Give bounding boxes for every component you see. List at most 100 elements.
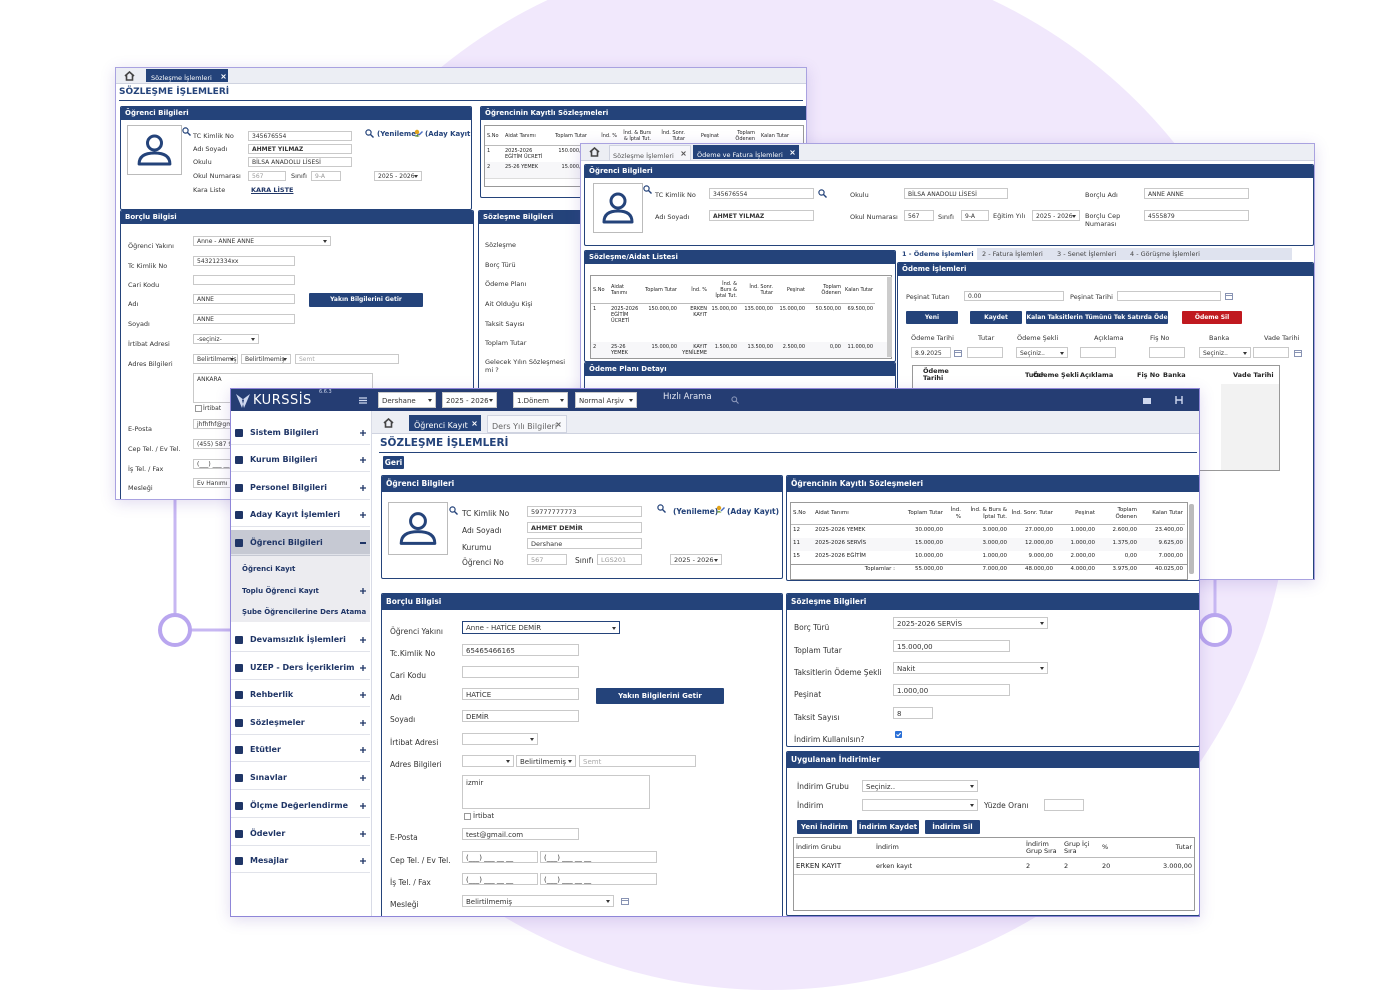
input[interactable]: BİLSA ANADOLU LİSESİ	[904, 188, 1008, 199]
tab[interactable]: 3 - Senet İşlemleri	[1057, 250, 1117, 258]
input[interactable]: Semt	[295, 354, 399, 364]
tab[interactable]: 2 - Fatura İşlemleri	[982, 250, 1043, 258]
tab[interactable]: 4 - Görüşme İşlemleri	[1130, 250, 1200, 258]
submenu-item[interactable]: Toplu Öğrenci Kayıt	[242, 587, 319, 595]
input[interactable]: ANNE ANNE	[1144, 188, 1249, 199]
input[interactable]: BİLSA ANADOLU LİSESİ	[248, 157, 352, 167]
input[interactable]: (___) ___ __ __	[540, 873, 657, 885]
input[interactable]: 8.9.2025	[911, 347, 951, 358]
button[interactable]: Yeni	[906, 311, 958, 324]
input[interactable]: (___) ___ __ __	[462, 851, 538, 863]
select[interactable]	[462, 755, 514, 767]
input[interactable]: 8	[893, 707, 933, 719]
input[interactable]: 9-A	[311, 171, 341, 181]
select[interactable]: Anne - HATİCE DEMİR	[462, 621, 620, 634]
input[interactable]	[1044, 799, 1084, 811]
select[interactable]: Belirtilmemiş	[193, 354, 238, 364]
input[interactable]: 59777777773	[527, 506, 642, 517]
menu-item[interactable]: Sistem Bilgileri	[250, 428, 319, 437]
input[interactable]	[1253, 347, 1289, 358]
select[interactable]: Seçiniz..	[862, 780, 978, 792]
input[interactable]: 567	[527, 554, 567, 565]
select[interactable]: Belirtilmemiş	[462, 895, 614, 907]
input[interactable]: 9-A	[961, 210, 989, 221]
tab[interactable]: 1 - Ödeme İşlemleri	[899, 248, 977, 260]
select[interactable]: Normal Arşiv	[575, 392, 637, 408]
input[interactable]: DEMİR	[462, 710, 579, 722]
tab[interactable]: Öğrenci Kayıt	[409, 415, 481, 431]
input[interactable]	[1117, 291, 1221, 301]
select[interactable]: 2025 - 2026	[374, 171, 422, 181]
input[interactable]: 567	[248, 171, 286, 181]
input[interactable]: 4555879	[1144, 210, 1249, 221]
input[interactable]: Semt	[579, 755, 696, 767]
select[interactable]: -seçiniz-	[193, 334, 259, 344]
menu-item[interactable]: Sınavlar	[250, 773, 287, 782]
button[interactable]: Yeni İndirim	[797, 820, 852, 834]
select[interactable]: Seçiniz..	[1016, 347, 1068, 358]
select[interactable]: 2025-2026 SERVİS	[893, 617, 1048, 629]
button[interactable]: Yakın Bilgilerini Getir	[596, 688, 724, 704]
tab[interactable]: Ödeme ve Fatura İşlemleri	[693, 145, 799, 159]
select[interactable]	[862, 799, 978, 811]
select[interactable]: 2025 - 2026	[1032, 210, 1080, 221]
input[interactable]: LGS201	[597, 554, 642, 565]
input[interactable]: ANNE	[193, 294, 295, 304]
input[interactable]	[1080, 347, 1116, 358]
input[interactable]: AHMET YILMAZ	[248, 144, 352, 154]
menu-item[interactable]: Kurum Bilgileri	[250, 455, 318, 464]
select[interactable]: Anne - ANNE ANNE	[193, 236, 331, 246]
menu-item[interactable]: Rehberlik	[250, 690, 294, 699]
input[interactable]: AHMET DEMİR	[527, 522, 642, 533]
select[interactable]: 2025 - 2026	[670, 554, 722, 565]
submenu-item[interactable]: Şube Öğrencilerine Ders Atama	[242, 608, 367, 616]
input[interactable]: 65465466165	[462, 644, 579, 656]
button[interactable]: Kaydet	[970, 311, 1022, 324]
button[interactable]: İndirim Sil	[925, 820, 980, 834]
menu-item[interactable]: Sözleşmeler	[250, 718, 305, 727]
input[interactable]: izmir	[462, 775, 650, 809]
menu-item[interactable]: Devamsızlık İşlemleri	[250, 635, 346, 644]
button[interactable]: İndirim Kaydet	[857, 820, 919, 834]
input[interactable]	[193, 275, 295, 285]
menu-item[interactable]: Mesajlar	[250, 856, 289, 865]
select[interactable]: Dershane	[378, 392, 436, 408]
input[interactable]: test@gmail.com	[462, 828, 579, 840]
select[interactable]: Nakit	[893, 662, 1048, 674]
menu-item[interactable]: Personel Bilgileri	[250, 483, 328, 492]
input[interactable]: 543212334xx	[193, 256, 295, 266]
button[interactable]: Ödeme Sil	[1182, 311, 1242, 324]
input[interactable]: 345676554	[709, 188, 814, 199]
input[interactable]: 345676554	[248, 131, 352, 141]
menu-item[interactable]: UZEP - Ders İçeriklerim	[250, 663, 355, 672]
select[interactable]: 2025 - 2026	[442, 392, 497, 408]
input[interactable]: Dershane	[527, 538, 642, 549]
button[interactable]: Yakın Bilgilerini Getir	[309, 293, 423, 307]
menu-item[interactable]: Aday Kayıt İşlemleri	[250, 510, 341, 519]
select[interactable]: Seçiniz..	[1199, 347, 1251, 358]
input[interactable]: 0.00	[964, 291, 1064, 301]
menu-item[interactable]: Ölçme Değerlendirme	[250, 801, 349, 810]
tab[interactable]: Ders Yılı Bilgileri	[487, 415, 567, 433]
input[interactable]: 1.000,00	[893, 684, 1010, 696]
input[interactable]	[462, 666, 579, 678]
input[interactable]: (___) ___ __ __	[540, 851, 657, 863]
menu-item[interactable]: Ödevler	[250, 829, 286, 838]
select[interactable]: Belirtilmemiş	[516, 755, 576, 767]
button[interactable]: Kalan Taksitlerin Tümünü Tek Satırda Öde	[1026, 311, 1168, 324]
input[interactable]: AHMET YILMAZ	[709, 210, 814, 221]
select[interactable]: Belirtilmemiş	[241, 354, 291, 364]
input[interactable]	[1149, 347, 1185, 358]
input[interactable]: HATİCE	[462, 688, 579, 700]
menu-item[interactable]: Öğrenci Bilgileri	[250, 538, 323, 547]
select[interactable]: 1.Dönem	[513, 392, 568, 408]
select[interactable]	[462, 733, 538, 745]
submenu-item[interactable]: Öğrenci Kayıt	[242, 565, 296, 573]
button[interactable]: Geri	[383, 456, 404, 469]
input[interactable]: ANNE	[193, 314, 295, 324]
tab[interactable]: Sözleşme İşlemleri	[609, 145, 691, 161]
input[interactable]: 567	[904, 210, 934, 221]
menu-item[interactable]: Etütler	[250, 745, 281, 754]
tab[interactable]: Sözleşme İşlemleri	[146, 69, 228, 82]
input[interactable]: 15.000,00	[893, 640, 1010, 652]
